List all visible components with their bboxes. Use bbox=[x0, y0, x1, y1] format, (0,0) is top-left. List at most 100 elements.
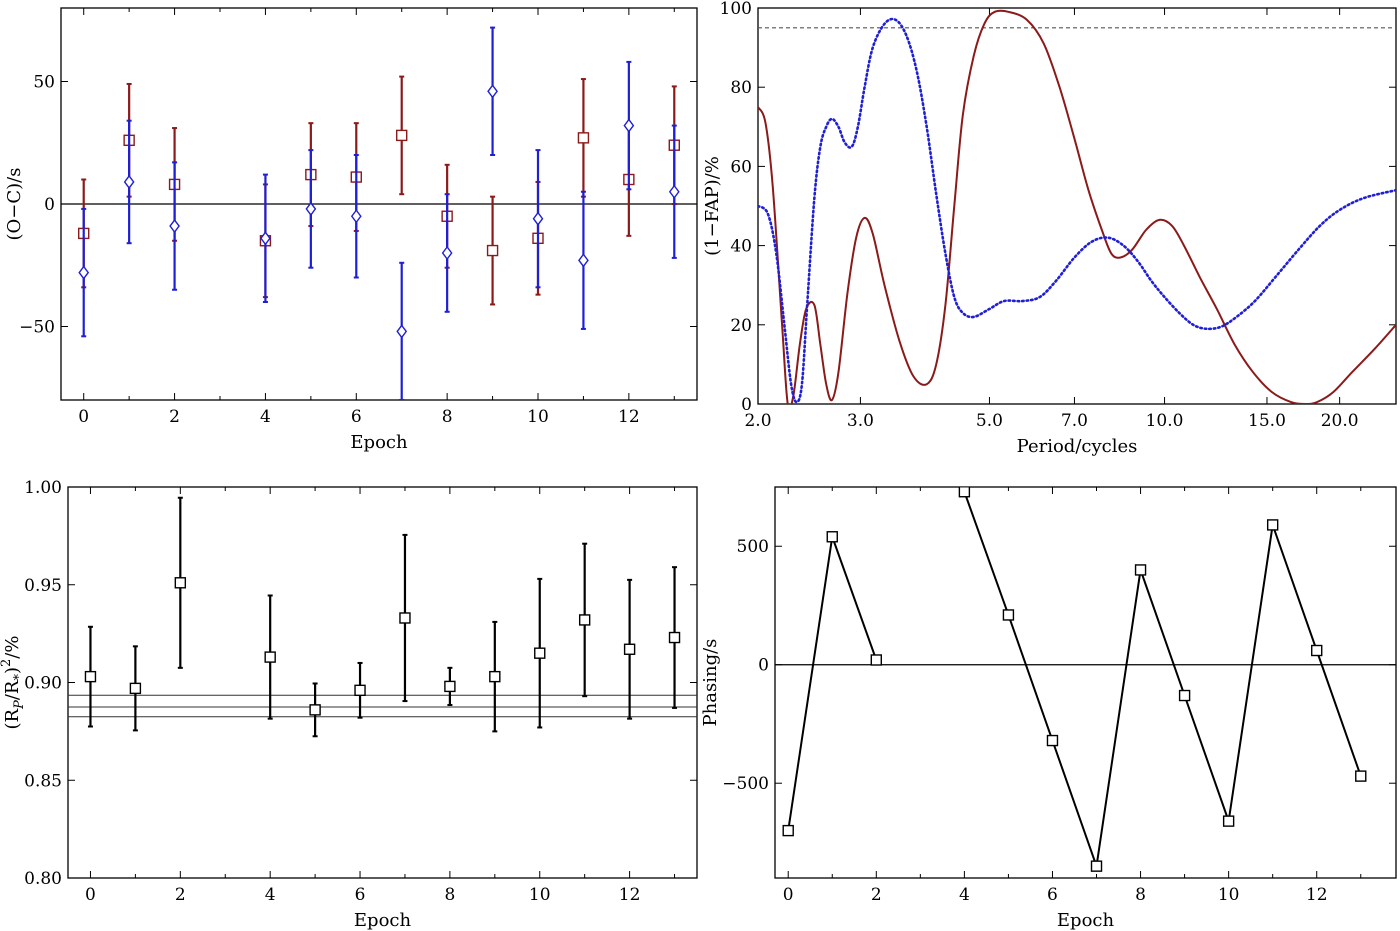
oc-x-tick-label: 8 bbox=[442, 407, 453, 427]
phasing-data-point-square bbox=[1002, 609, 1015, 621]
oc-data-point-square bbox=[396, 129, 408, 142]
fap-series-layer bbox=[758, 9, 1396, 404]
oc-data-point-diamond bbox=[623, 118, 635, 133]
depth-x-tick-label: 4 bbox=[265, 885, 276, 905]
oc-data-point-diamond bbox=[78, 265, 90, 280]
fap-x-tick-label: 20.0 bbox=[1321, 411, 1359, 431]
depth-y-label-part: P bbox=[12, 700, 27, 710]
depth-data-point-square bbox=[489, 670, 501, 683]
depth-y-tick-label: 0.85 bbox=[24, 771, 62, 791]
oc-data-point-diamond bbox=[487, 84, 498, 99]
phasing-y-axis-label: Phasing/s bbox=[700, 639, 721, 727]
phasing-data-point-square bbox=[782, 824, 794, 837]
oc-data-point-diamond bbox=[305, 201, 317, 217]
oc-data-point-square bbox=[486, 244, 499, 257]
depth-data-point-square bbox=[354, 684, 366, 697]
fap-x-tick-label: 2.0 bbox=[744, 411, 771, 431]
phasing-x-axis-label: Epoch bbox=[1057, 910, 1115, 931]
oc-y-tick-label: 0 bbox=[44, 195, 55, 215]
depth-y-axis-label: (RP/R*)2/% bbox=[0, 636, 27, 730]
depth-x-tick-label: 6 bbox=[355, 885, 366, 905]
depth-data-point-square bbox=[668, 631, 681, 644]
phasing-plot-frame bbox=[774, 486, 1397, 879]
phasing-line-segment-2 bbox=[963, 491, 1362, 867]
fap-x-axis-label: Period/cycles bbox=[1017, 436, 1138, 457]
depth-y-tick-label: 0.90 bbox=[24, 674, 62, 694]
oc-y-tick-label: 50 bbox=[33, 73, 55, 93]
fap-plot-frame bbox=[757, 7, 1397, 405]
phasing-y-tick-label: 500 bbox=[737, 537, 769, 557]
oc-y-tick-label: −50 bbox=[19, 318, 55, 338]
fap-series-1-line bbox=[758, 9, 1396, 404]
depth-x-tick-label: 2 bbox=[175, 885, 186, 905]
fap-x-tick-label: 3.0 bbox=[847, 411, 874, 431]
depth-y-label-part: * bbox=[12, 674, 27, 681]
oc-x-tick-label: 10 bbox=[527, 407, 549, 427]
oc-data-point-square bbox=[577, 132, 590, 144]
phasing-x-tick-label: 8 bbox=[1135, 885, 1146, 905]
fap-series-2-line bbox=[758, 17, 1396, 404]
depth-x-tick-label: 0 bbox=[85, 885, 96, 905]
depth-data-point-square bbox=[399, 612, 411, 624]
fap-x-tick-label: 10.0 bbox=[1146, 411, 1184, 431]
depth-panel: 0 2 4 6 8 10 12 0.80 0.85 0.90 0.95 1.00 Epoch (RP/R*… bbox=[0, 478, 698, 931]
fap-y-tick-label: 0 bbox=[741, 395, 752, 415]
depth-y-label-part: /% bbox=[2, 636, 23, 659]
oc-series-2 bbox=[78, 26, 680, 400]
oc-x-tick-label: 12 bbox=[618, 407, 640, 427]
oc-x-tick-label: 2 bbox=[169, 407, 180, 427]
phasing-data-point-square bbox=[870, 654, 882, 666]
oc-data-point-diamond bbox=[668, 184, 680, 199]
fap-y-tick-label: 100 bbox=[720, 0, 752, 19]
oc-data-point-diamond bbox=[123, 174, 135, 190]
depth-x-tick-label: 12 bbox=[619, 885, 641, 905]
phasing-y-tick-label: −500 bbox=[722, 774, 769, 794]
phasing-data-point-square bbox=[1090, 860, 1103, 872]
phasing-x-tick-label: 0 bbox=[783, 885, 794, 905]
depth-data-point-square bbox=[264, 651, 276, 663]
depth-x-axis-label: Epoch bbox=[354, 910, 412, 931]
fap-x-tick-label: 15.0 bbox=[1248, 411, 1286, 431]
phasing-data-point-square bbox=[826, 531, 838, 543]
depth-series-layer bbox=[84, 496, 681, 738]
depth-data-point-square bbox=[309, 704, 321, 716]
phasing-line-segment-1 bbox=[787, 536, 878, 831]
oc-data-point-diamond bbox=[396, 324, 408, 339]
phasing-x-tick-label: 6 bbox=[1047, 885, 1058, 905]
fap-y-tick-label: 60 bbox=[730, 157, 752, 177]
fap-x-tick-label: 7.0 bbox=[1061, 411, 1088, 431]
fap-y-axis-label: (1−FAP)/% bbox=[702, 156, 723, 256]
depth-y-label-part: ) bbox=[2, 667, 23, 674]
oc-data-point-diamond bbox=[260, 231, 271, 246]
phasing-y-tick-label: 0 bbox=[758, 656, 769, 676]
oc-series-1 bbox=[78, 75, 680, 306]
phasing-data-point-square bbox=[1266, 519, 1279, 531]
phasing-panel: 0 2 4 6 8 10 12 −500 0 500 Epoch Phasing/s bbox=[700, 486, 1397, 931]
depth-series-1 bbox=[84, 496, 681, 738]
phasing-data-point-square bbox=[958, 487, 971, 498]
depth-y-tick-label: 0.95 bbox=[24, 576, 62, 596]
depth-data-point-square bbox=[444, 680, 456, 693]
depth-data-point-square bbox=[578, 614, 591, 626]
depth-y-label-part: 2 bbox=[0, 659, 14, 667]
depth-y-label-part: /R bbox=[2, 680, 23, 700]
phasing-x-tick-label: 4 bbox=[959, 885, 970, 905]
fap-y-tick-label: 20 bbox=[730, 316, 752, 336]
depth-x-tick-label: 8 bbox=[444, 885, 455, 905]
phasing-series-layer bbox=[782, 487, 1367, 872]
depth-y-tick-label: 1.00 bbox=[24, 478, 62, 498]
depth-data-point-square bbox=[84, 670, 97, 683]
depth-data-point-square bbox=[534, 647, 546, 659]
oc-y-axis-label: (O−C)/s bbox=[4, 168, 25, 241]
depth-data-point-square bbox=[623, 643, 636, 655]
oc-x-tick-label: 4 bbox=[260, 407, 271, 427]
oc-x-tick-label: 6 bbox=[351, 407, 362, 427]
phasing-x-tick-label: 12 bbox=[1306, 885, 1328, 905]
oc-series-layer bbox=[78, 26, 680, 400]
depth-plot-frame bbox=[67, 486, 698, 879]
fap-panel: 2.0 3.0 5.0 7.0 10.0 15.0 20.0 0 20 40 60 80 100 Peri… bbox=[702, 0, 1397, 457]
depth-x-tick-label: 10 bbox=[529, 885, 551, 905]
fap-x-tick-label: 5.0 bbox=[976, 411, 1003, 431]
depth-data-point-square bbox=[174, 577, 187, 589]
